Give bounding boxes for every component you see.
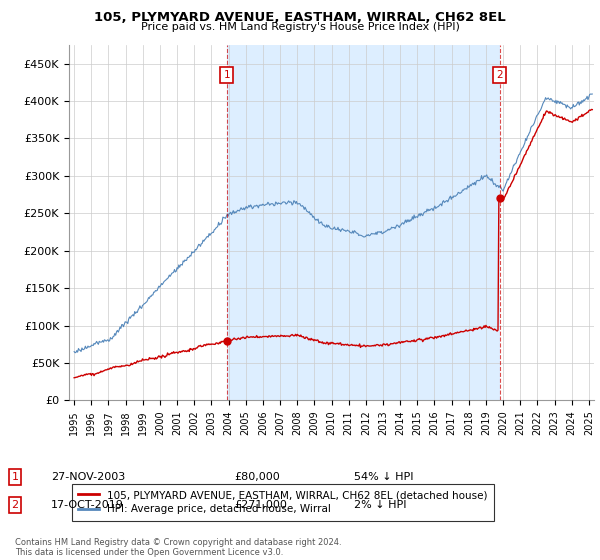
Text: 17-OCT-2019: 17-OCT-2019 (51, 500, 124, 510)
Text: £271,000: £271,000 (234, 500, 287, 510)
Text: 2: 2 (496, 70, 503, 80)
Bar (227, 45, 500, 400)
Text: 1: 1 (224, 70, 230, 80)
Text: £80,000: £80,000 (234, 472, 280, 482)
Text: 27-NOV-2003: 27-NOV-2003 (51, 472, 125, 482)
Text: 105, PLYMYARD AVENUE, EASTHAM, WIRRAL, CH62 8EL: 105, PLYMYARD AVENUE, EASTHAM, WIRRAL, C… (94, 11, 506, 24)
Text: 2: 2 (11, 500, 19, 510)
Legend: 105, PLYMYARD AVENUE, EASTHAM, WIRRAL, CH62 8EL (detached house), HPI: Average p: 105, PLYMYARD AVENUE, EASTHAM, WIRRAL, C… (71, 484, 494, 520)
Text: Contains HM Land Registry data © Crown copyright and database right 2024.
This d: Contains HM Land Registry data © Crown c… (15, 538, 341, 557)
Text: 1: 1 (11, 472, 19, 482)
Text: 2% ↓ HPI: 2% ↓ HPI (354, 500, 407, 510)
Text: Price paid vs. HM Land Registry's House Price Index (HPI): Price paid vs. HM Land Registry's House … (140, 22, 460, 32)
Text: 54% ↓ HPI: 54% ↓ HPI (354, 472, 413, 482)
